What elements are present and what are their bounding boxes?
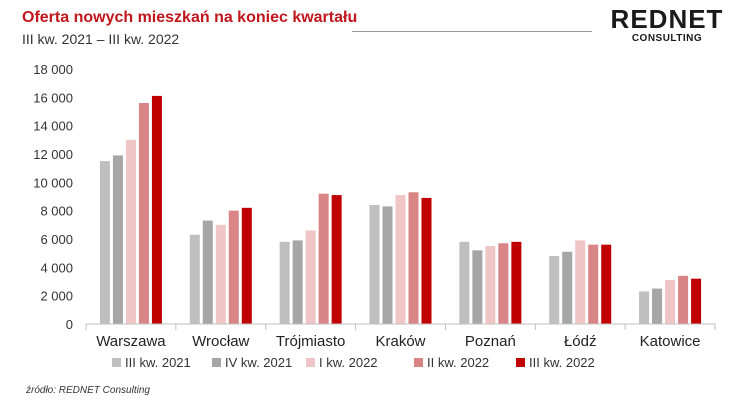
x-tick-label: Warszawa — [96, 333, 166, 350]
bar — [112, 155, 123, 324]
bar — [639, 291, 650, 324]
bar — [279, 241, 290, 324]
bar — [241, 207, 252, 324]
chart-title: Oferta nowych mieszkań na koniec kwartał… — [22, 9, 358, 26]
x-tick-label: Kraków — [375, 333, 425, 350]
bar — [202, 220, 213, 324]
source-note: źródło: REDNET Consulting — [26, 385, 150, 396]
legend-label: III kw. 2021 — [125, 355, 191, 370]
bar — [331, 195, 342, 324]
bar — [228, 210, 239, 324]
legend-swatch — [212, 358, 221, 367]
x-tick-label: Łódź — [564, 333, 597, 350]
y-tick-label: 16 000 — [33, 90, 73, 105]
y-tick-label: 6 000 — [40, 232, 73, 247]
bar — [472, 250, 483, 324]
x-tick-label: Trójmiasto — [276, 333, 345, 350]
x-tick-label: Wrocław — [192, 333, 249, 350]
legend-label: IV kw. 2021 — [225, 355, 292, 370]
bar — [511, 241, 522, 324]
bar — [408, 192, 419, 324]
logo-wordmark: REDNET — [610, 4, 724, 34]
bar — [678, 275, 689, 324]
bar — [575, 240, 586, 324]
y-tick-label: 10 000 — [33, 175, 73, 190]
bar — [382, 206, 393, 324]
bar — [395, 195, 406, 324]
legend-swatch — [306, 358, 315, 367]
bar — [421, 197, 432, 324]
bar — [459, 241, 470, 324]
bar — [125, 139, 136, 324]
bar — [562, 251, 573, 324]
bar — [318, 193, 329, 324]
x-tick-label: Poznań — [465, 333, 516, 350]
y-tick-label: 2 000 — [40, 289, 73, 304]
y-tick-label: 4 000 — [40, 260, 73, 275]
logo-tagline: CONSULTING — [631, 33, 703, 44]
bar — [215, 224, 226, 324]
chart-subtitle: III kw. 2021 – III kw. 2022 — [22, 31, 180, 47]
y-tick-label: 0 — [66, 317, 73, 332]
x-tick-label: Katowice — [640, 333, 701, 350]
y-tick-label: 18 000 — [33, 62, 73, 77]
y-tick-label: 14 000 — [33, 119, 73, 134]
bar — [151, 95, 162, 325]
legend-swatch — [414, 358, 423, 367]
bar — [189, 234, 200, 324]
bar — [588, 244, 599, 324]
bar — [99, 161, 110, 324]
y-tick-label: 8 000 — [40, 204, 73, 219]
bar — [485, 246, 496, 324]
bar — [549, 256, 560, 324]
legend-label: III kw. 2022 — [529, 355, 595, 370]
legend-swatch — [516, 358, 525, 367]
legend-label: I kw. 2022 — [319, 355, 378, 370]
legend-swatch — [112, 358, 121, 367]
bar — [305, 230, 316, 324]
bar — [369, 205, 380, 324]
bar — [652, 288, 663, 324]
header-divider — [352, 31, 592, 32]
bar — [498, 243, 509, 324]
bar — [665, 280, 676, 324]
bar — [292, 240, 303, 324]
bar — [691, 278, 702, 324]
bar — [601, 244, 612, 324]
bar — [138, 103, 149, 324]
legend-label: II kw. 2022 — [427, 355, 489, 370]
company-logo: REDNET CONSULTING — [606, 5, 728, 45]
y-tick-label: 12 000 — [33, 147, 73, 162]
